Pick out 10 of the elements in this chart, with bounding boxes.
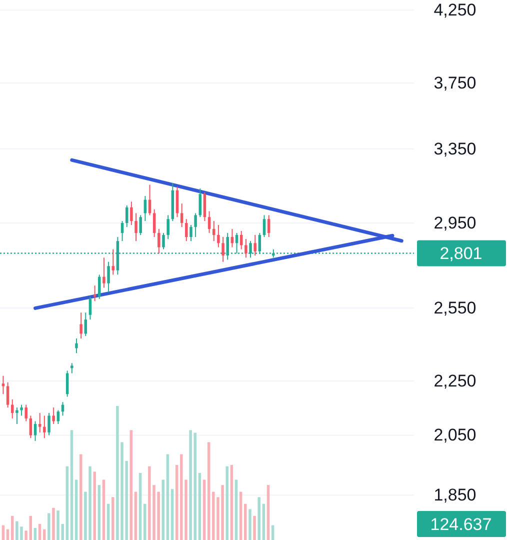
y-tick-label: 2,050 [434, 426, 476, 445]
y-tick-label: 2,550 [434, 298, 476, 318]
text: 124.637 [430, 514, 492, 534]
y-tick-label: 1,850 [434, 486, 476, 505]
ref-line-label: 2,801 [440, 244, 482, 264]
y-tick-label: 3,350 [434, 139, 476, 158]
y-tick-label: 2,250 [434, 371, 476, 390]
y-tick-label: 3,750 [434, 74, 476, 92]
y-tick-label: 4,250 [434, 0, 476, 20]
y-tick-label: 2,950 [434, 213, 476, 232]
